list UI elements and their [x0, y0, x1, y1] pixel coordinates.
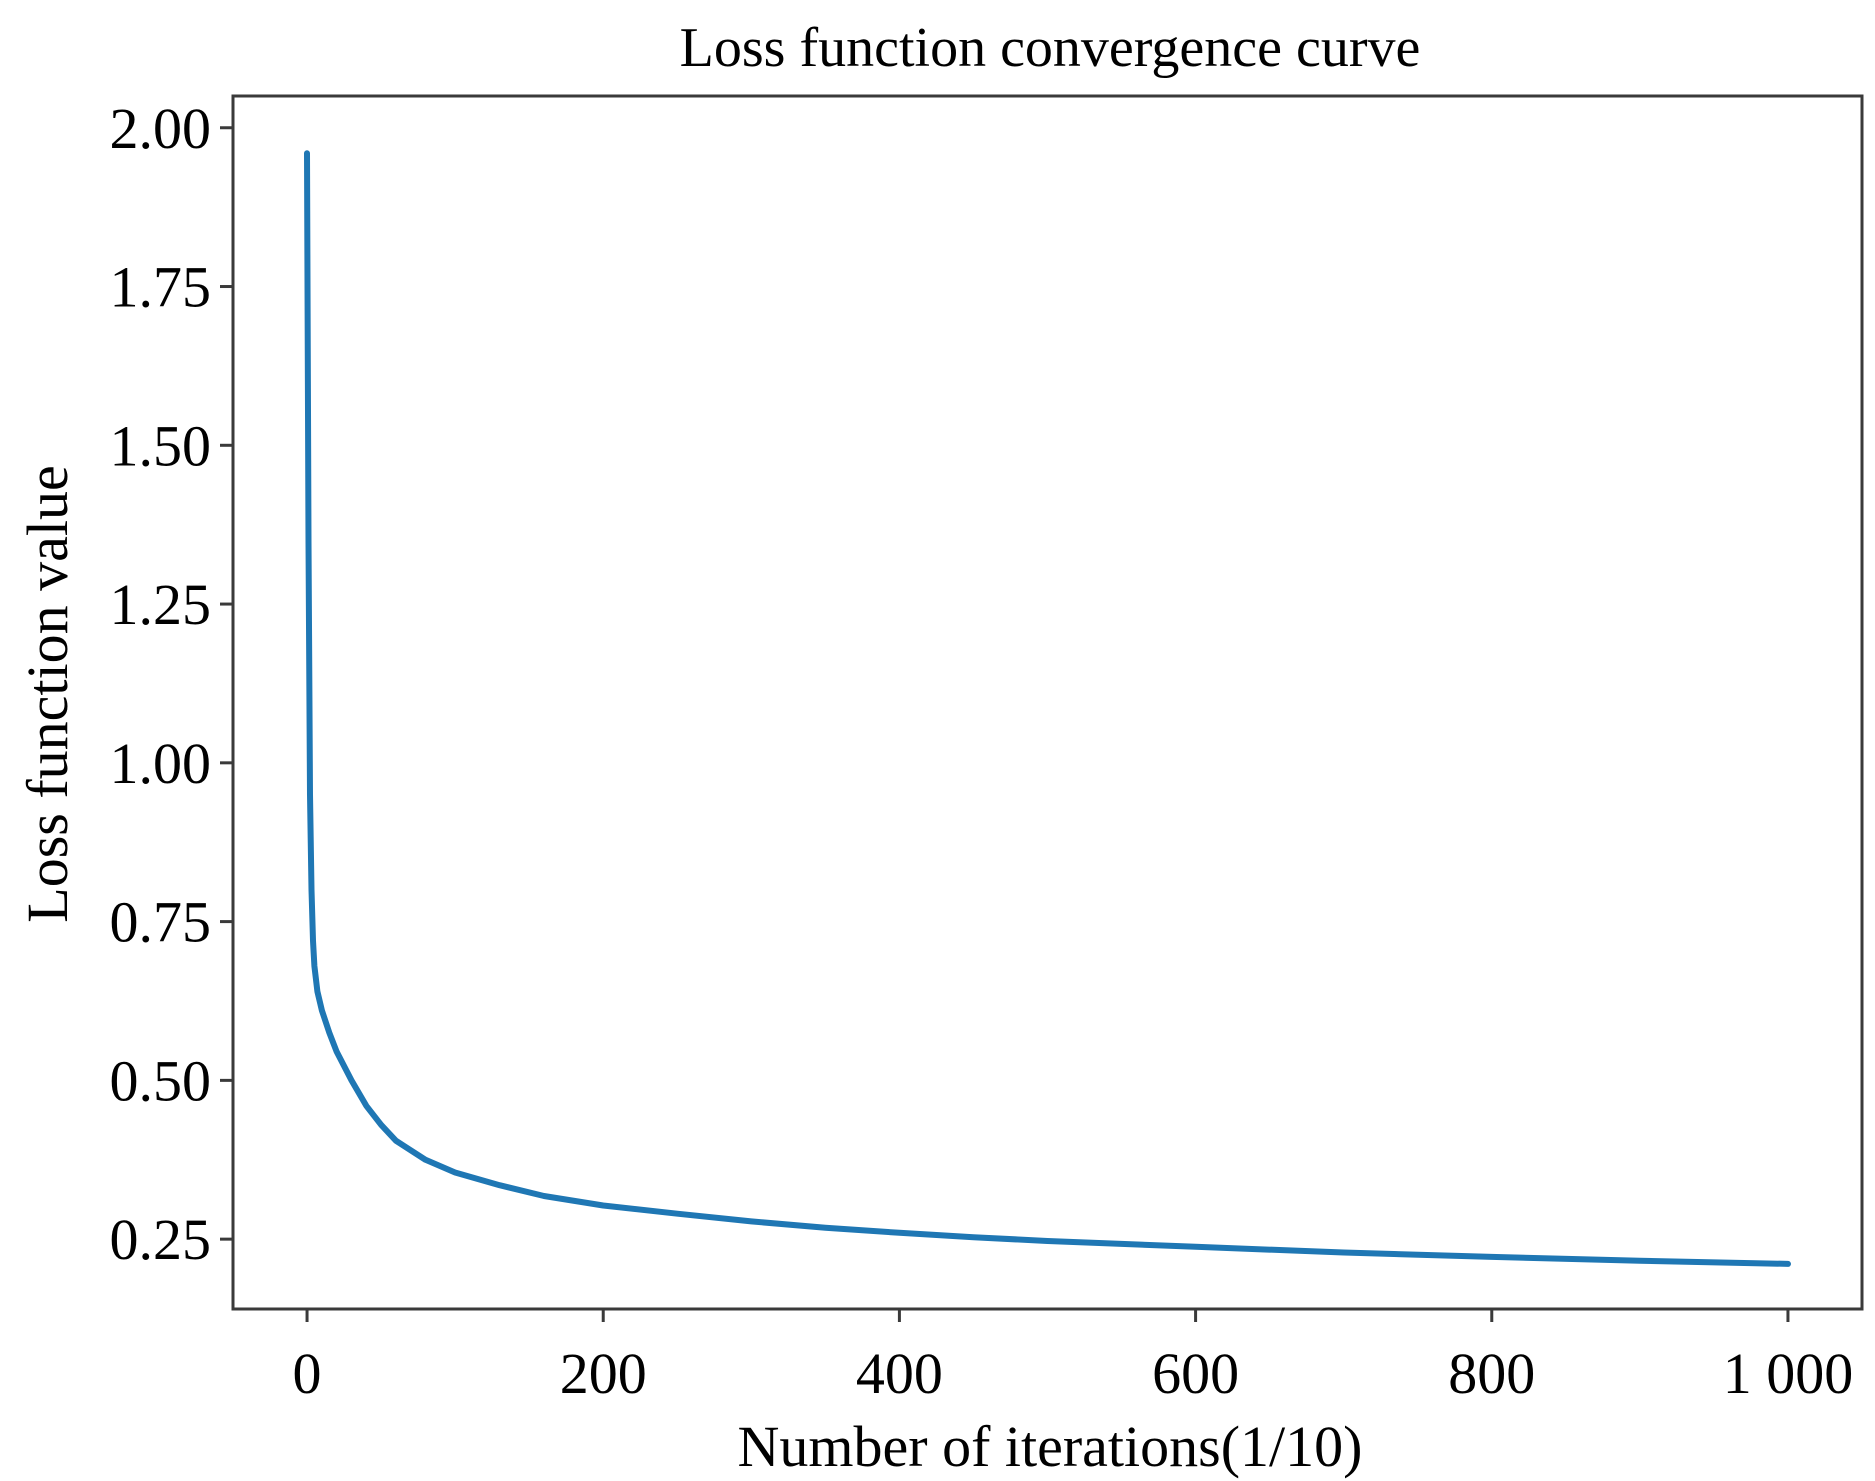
y-tick-label: 1.75 [110, 255, 212, 320]
y-tick-label: 1.25 [110, 572, 212, 637]
y-tick-label: 0.25 [110, 1207, 212, 1272]
x-tick-label: 0 [293, 1341, 322, 1406]
x-tick-label: 600 [1152, 1341, 1239, 1406]
y-axis-ticks: 0.25 0.50 0.75 1.00 1.25 1.50 1.75 2.00 [110, 96, 233, 1272]
y-axis-label: Loss function value [15, 465, 80, 922]
y-tick-label: 1.50 [110, 413, 212, 478]
x-axis-ticks: 0 200 400 600 800 1 000 [293, 1309, 1854, 1406]
x-tick-label: 1 000 [1723, 1341, 1854, 1406]
y-tick-label: 2.00 [110, 96, 212, 161]
x-axis-label: Number of iterations(1/10) [738, 1414, 1363, 1479]
plot-area [231, 94, 1864, 1311]
series-lines [304, 150, 1791, 1267]
y-tick-label: 1.00 [110, 731, 212, 796]
chart-title: Loss function convergence curve [680, 17, 1421, 79]
x-tick-label: 200 [560, 1341, 647, 1406]
y-tick-label: 0.50 [110, 1048, 212, 1113]
series-line-0 [304, 150, 1791, 1267]
y-tick-label: 0.75 [110, 890, 212, 955]
x-tick-label: 800 [1448, 1341, 1535, 1406]
plot-frame [231, 94, 1864, 1311]
x-tick-label: 400 [856, 1341, 943, 1406]
